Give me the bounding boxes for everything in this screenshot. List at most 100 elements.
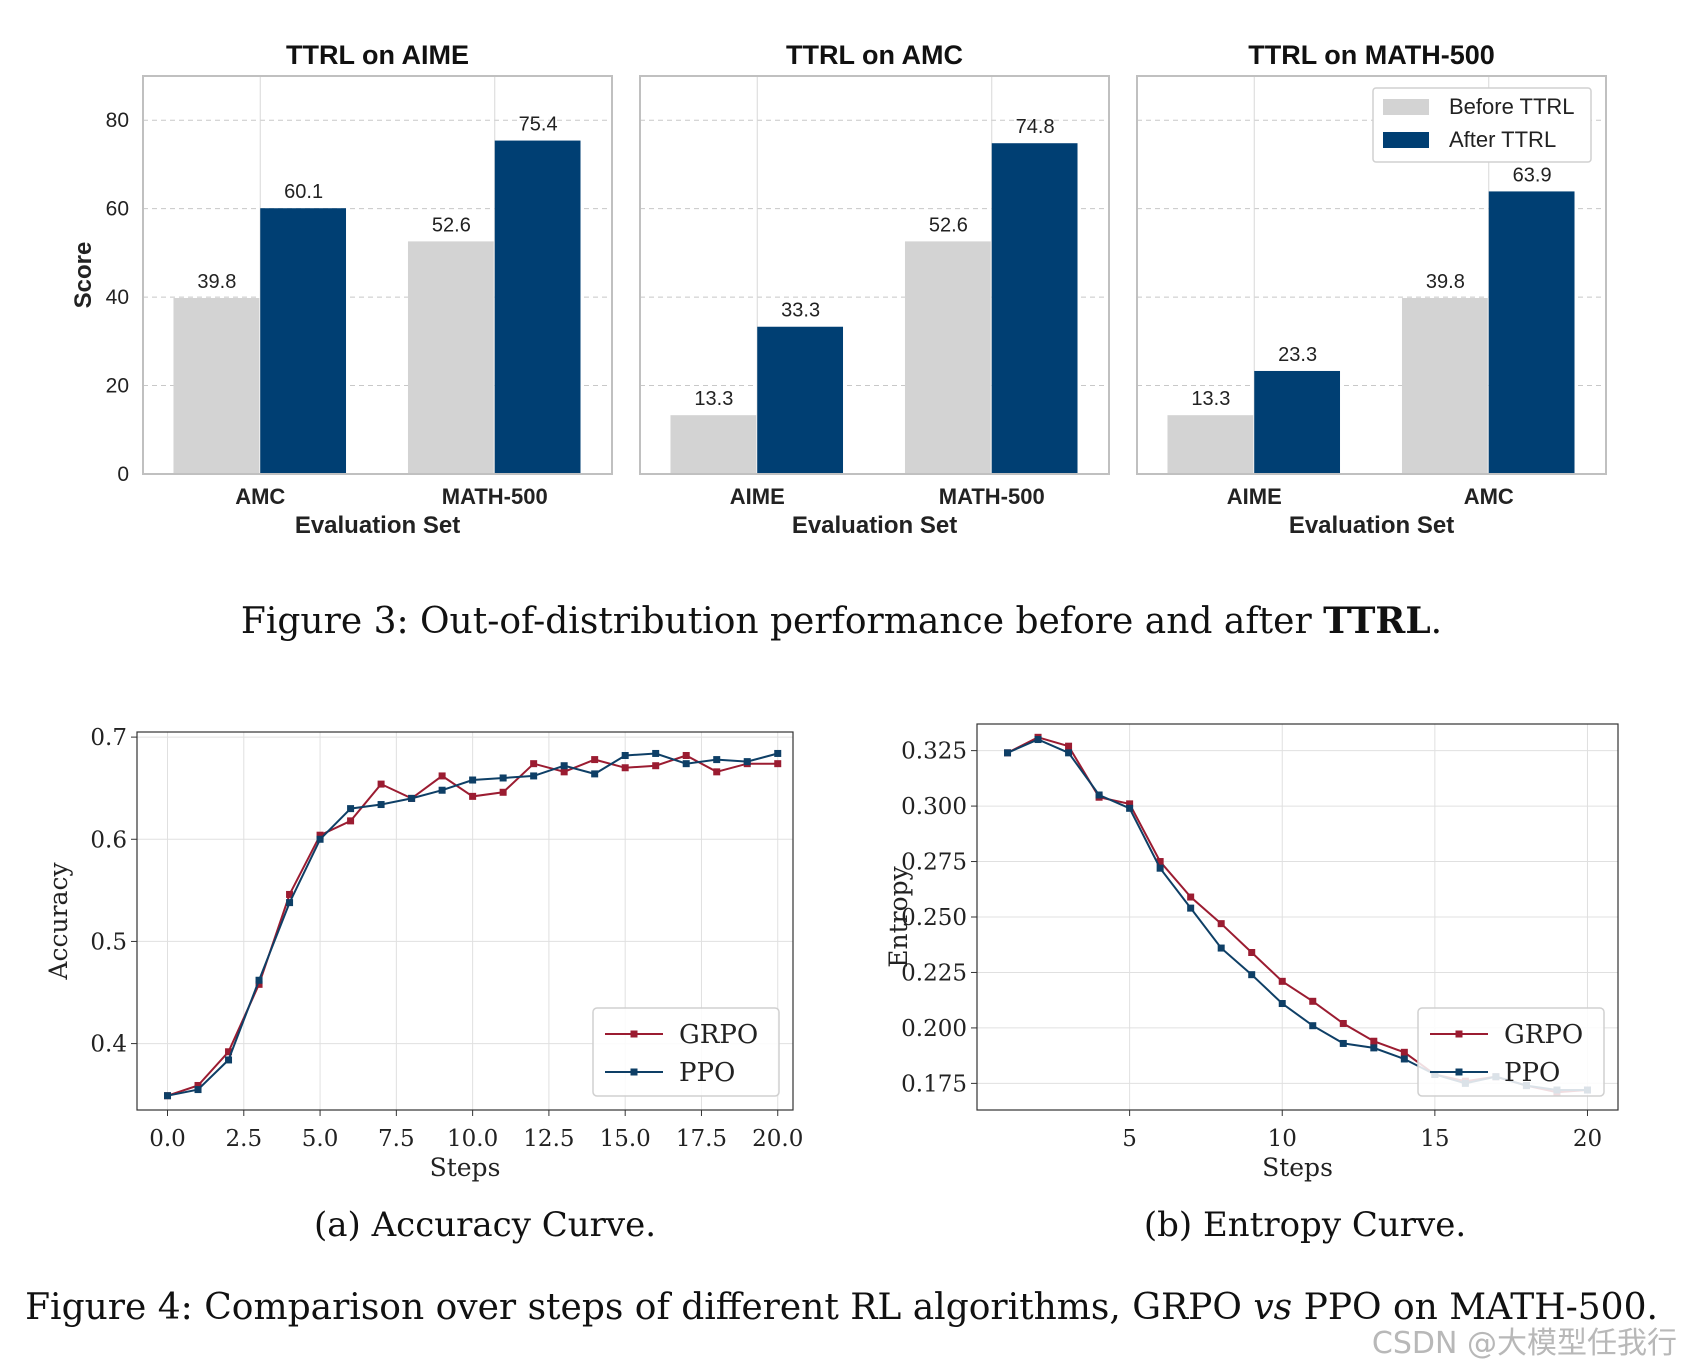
subfigure-b-caption: (b) Entropy Curve. (1143, 1205, 1467, 1245)
data-point-ppo (347, 805, 355, 813)
x-tick-label: 0.0 (149, 1126, 186, 1152)
x-axis-label: Evaluation Set (1289, 512, 1454, 539)
legend-marker (630, 1068, 638, 1076)
data-point-grpo (621, 764, 629, 772)
data-point-ppo (560, 762, 568, 770)
y-tick-label: 80 (106, 109, 129, 132)
x-tick-label: 17.5 (676, 1126, 727, 1152)
bar-before (670, 415, 757, 474)
data-point-grpo (1065, 742, 1073, 750)
x-tick-label: 20 (1573, 1126, 1602, 1152)
bar-after (757, 326, 844, 474)
data-point-ppo (621, 751, 629, 759)
x-tick-label: 20.0 (752, 1126, 803, 1152)
y-tick-label: 0.6 (90, 827, 127, 853)
data-point-ppo (1217, 944, 1225, 952)
bar-before (1167, 415, 1254, 474)
data-point-grpo (225, 1048, 233, 1056)
legend-marker (1455, 1030, 1463, 1038)
y-tick-label: 0.175 (901, 1071, 967, 1097)
data-point-ppo (1095, 791, 1103, 799)
x-tick-label: MATH-500 (442, 484, 548, 509)
data-point-grpo (286, 890, 294, 898)
legend-swatch (1383, 99, 1429, 115)
data-point-ppo (164, 1092, 172, 1100)
data-point-ppo (499, 774, 507, 782)
data-point-grpo (774, 760, 782, 768)
data-point-grpo (469, 792, 477, 800)
bar-data-label: 52.6 (432, 214, 471, 236)
data-point-ppo (225, 1056, 233, 1064)
x-axis-label: Steps (430, 1153, 501, 1182)
bar-data-label: 60.1 (284, 181, 323, 203)
bar-data-label: 33.3 (781, 300, 820, 322)
bar-data-label: 75.4 (519, 114, 558, 136)
bar-after (1488, 191, 1575, 475)
bar-before (173, 297, 260, 474)
data-point-grpo (316, 831, 324, 839)
bar-before (904, 241, 991, 474)
x-tick-label: MATH-500 (939, 484, 1045, 509)
y-axis-label: Accuracy (44, 862, 73, 981)
plot-frame (976, 723, 1619, 1111)
data-point-ppo (408, 794, 416, 802)
data-point-ppo (652, 749, 660, 757)
legend-label: After TTRL (1449, 127, 1556, 152)
data-point-ppo (1065, 749, 1073, 757)
y-tick-label: 0.5 (90, 929, 127, 955)
x-axis-label: Evaluation Set (792, 512, 957, 539)
x-tick-label: 5 (1122, 1126, 1137, 1152)
figure-3-caption: Figure 3: Out-of-distribution performanc… (0, 600, 1683, 642)
y-tick-label: 0.250 (901, 905, 967, 931)
legend-box (1417, 1007, 1605, 1097)
bar-after (1254, 370, 1341, 474)
x-tick-label: AIME (730, 484, 785, 509)
plot-frame (1136, 75, 1607, 475)
legend-label: Before TTRL (1449, 94, 1575, 119)
y-tick-label: 0 (117, 463, 129, 486)
data-point-ppo (1187, 904, 1195, 912)
data-point-ppo (1339, 1039, 1347, 1047)
x-tick-label: 10 (1268, 1126, 1297, 1152)
data-point-grpo (713, 768, 721, 776)
data-point-grpo (591, 756, 599, 764)
bar-before (1401, 297, 1488, 474)
x-tick-label: 2.5 (226, 1126, 263, 1152)
bar-data-label: 74.8 (1016, 116, 1055, 138)
data-point-ppo (1004, 749, 1012, 757)
chart-title: TTRL on MATH-500 (1248, 40, 1495, 70)
legend-label: GRPO (1504, 1020, 1583, 1050)
data-point-ppo (774, 749, 782, 757)
data-point-ppo (438, 786, 446, 794)
data-point-grpo (1248, 948, 1256, 956)
legend-label: GRPO (679, 1020, 758, 1050)
bar-data-label: 13.3 (1191, 388, 1230, 410)
data-point-grpo (438, 772, 446, 780)
figure-4-caption-italic: vs (1253, 1287, 1293, 1328)
legend-marker (630, 1030, 638, 1038)
data-point-grpo (652, 762, 660, 770)
data-point-ppo (377, 801, 385, 809)
data-point-ppo (1248, 971, 1256, 979)
figure-3-caption-bold: TTRL (1323, 600, 1431, 642)
figure-4-caption-end: PPO on MATH-500. (1292, 1287, 1658, 1328)
x-tick-label: 5.0 (302, 1126, 339, 1152)
x-tick-label: 15.0 (600, 1126, 651, 1152)
legend-marker (1455, 1068, 1463, 1076)
data-point-ppo (316, 835, 324, 843)
y-tick-label: 20 (106, 375, 129, 398)
data-point-ppo (743, 758, 751, 766)
legend-box (592, 1007, 780, 1097)
y-tick-label: 40 (106, 286, 129, 309)
y-tick-label: 0.7 (90, 725, 127, 751)
x-tick-label: 15 (1420, 1126, 1449, 1152)
bar-data-label: 13.3 (694, 388, 733, 410)
data-point-grpo (499, 788, 507, 796)
data-point-grpo (1156, 858, 1164, 866)
chart-title: TTRL on AIME (286, 40, 469, 70)
x-tick-label: 12.5 (523, 1126, 574, 1152)
figure-4-caption-text: Figure 4: Comparison over steps of diffe… (25, 1287, 1254, 1328)
y-tick-label: 0.4 (90, 1032, 127, 1058)
data-point-grpo (1126, 800, 1134, 808)
